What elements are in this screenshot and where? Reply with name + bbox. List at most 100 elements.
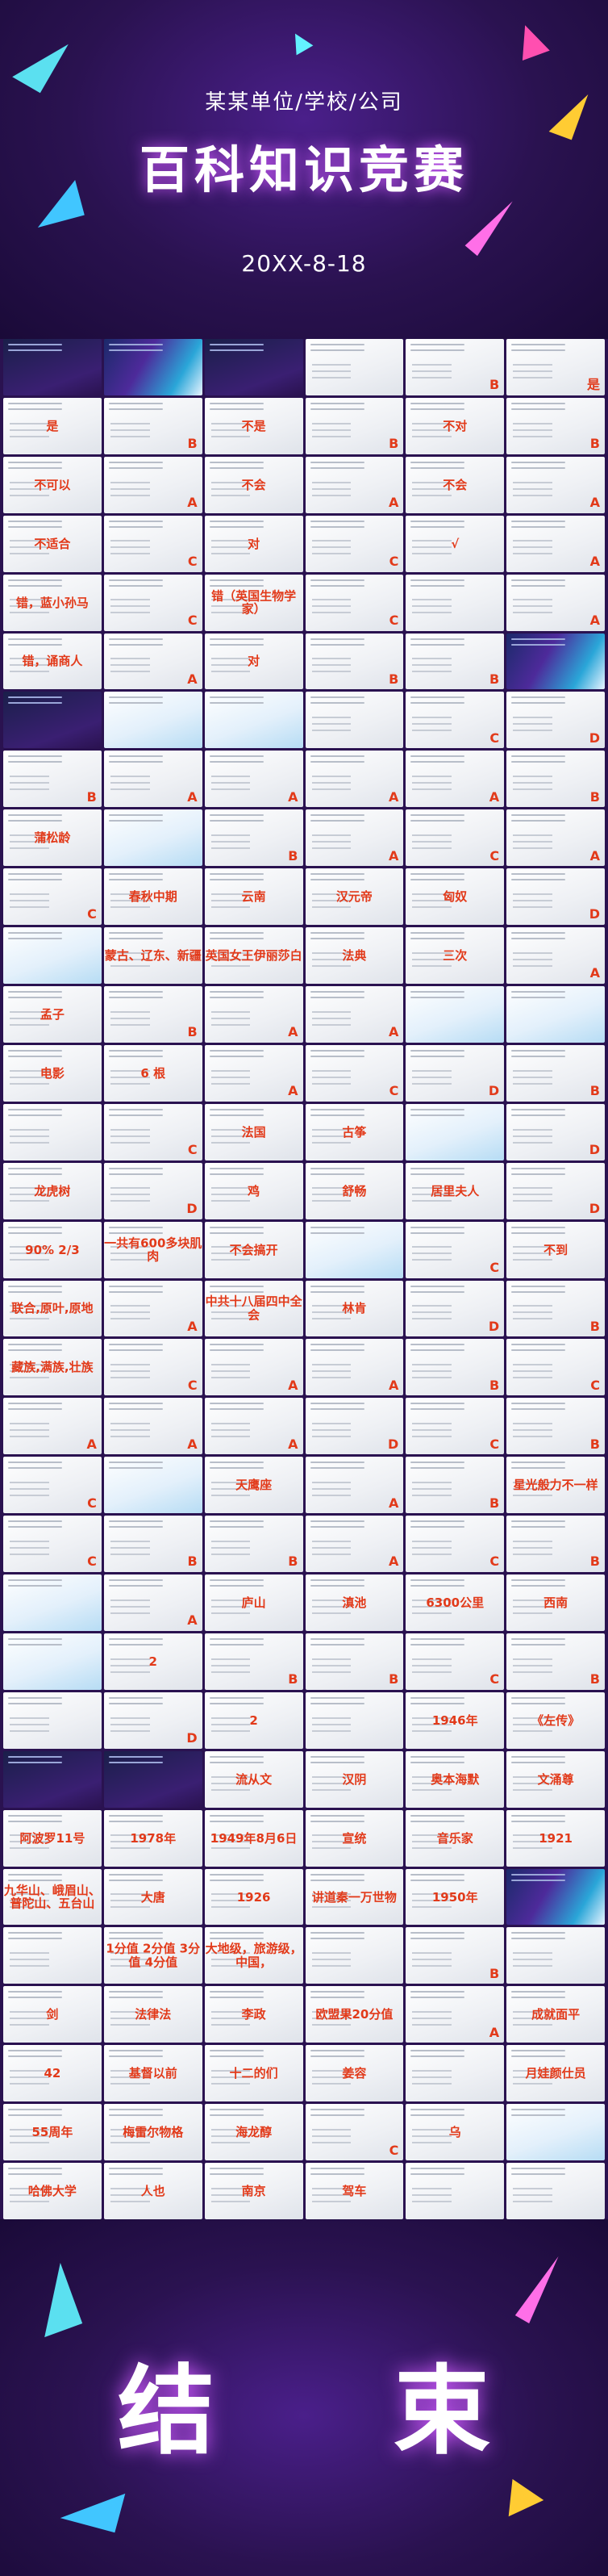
slide-thumbnail[interactable]: 龙虎树 [3, 1162, 102, 1219]
slide-thumbnail[interactable]: 1926 [204, 1868, 303, 1926]
slide-thumbnail[interactable]: D [506, 1103, 605, 1160]
slide-thumbnail[interactable]: 大唐 [103, 1868, 202, 1926]
slide-thumbnail[interactable]: A [305, 1457, 404, 1514]
slide-thumbnail[interactable]: 汉元帝 [305, 868, 404, 926]
slide-thumbnail[interactable]: D [506, 868, 605, 926]
slide-thumbnail[interactable]: 1921 [506, 1809, 605, 1867]
slide-thumbnail[interactable]: 三次 [406, 927, 505, 984]
slide-thumbnail[interactable]: A [305, 809, 404, 867]
slide-thumbnail[interactable]: 讲道秦一万世物 [305, 1868, 404, 1926]
slide-thumbnail[interactable] [506, 1927, 605, 1984]
slide-thumbnail[interactable]: A [305, 1339, 404, 1396]
slide-thumbnail[interactable] [3, 339, 102, 395]
slide-thumbnail[interactable]: √ [406, 515, 505, 572]
slide-thumbnail[interactable]: 电影 [3, 1044, 102, 1102]
slide-thumbnail[interactable]: 1950年 [406, 1868, 505, 1926]
slide-thumbnail[interactable]: 鸡 [204, 1162, 303, 1219]
slide-thumbnail[interactable]: B [3, 751, 102, 808]
slide-thumbnail[interactable]: D [103, 1162, 202, 1219]
slide-thumbnail[interactable]: C [103, 1339, 202, 1396]
slide-thumbnail[interactable]: A [204, 985, 303, 1043]
slide-thumbnail[interactable]: C [103, 515, 202, 572]
slide-thumbnail[interactable]: B [406, 633, 505, 690]
slide-thumbnail[interactable] [103, 1750, 202, 1808]
slide-thumbnail[interactable]: 一共有600多块肌肉 [103, 1221, 202, 1278]
slide-thumbnail[interactable]: A [406, 1986, 505, 2043]
slide-thumbnail[interactable]: A [506, 456, 605, 513]
slide-thumbnail[interactable]: 对 [204, 633, 303, 690]
slide-thumbnail[interactable] [506, 633, 605, 690]
slide-thumbnail[interactable]: B [406, 1927, 505, 1984]
slide-thumbnail[interactable]: B [406, 1339, 505, 1396]
slide-thumbnail[interactable]: C [305, 574, 404, 631]
slide-thumbnail[interactable]: 云南 [204, 868, 303, 926]
slide-thumbnail[interactable]: 汉阴 [305, 1750, 404, 1808]
slide-thumbnail[interactable]: 藏族,满族,壮族 [3, 1339, 102, 1396]
slide-thumbnail[interactable]: A [103, 633, 202, 690]
slide-thumbnail[interactable]: A [103, 1398, 202, 1455]
slide-thumbnail[interactable]: 6300公里 [406, 1574, 505, 1631]
slide-thumbnail[interactable]: D [506, 692, 605, 749]
slide-thumbnail[interactable]: D [103, 1692, 202, 1749]
slide-thumbnail[interactable]: 法国 [204, 1103, 303, 1160]
slide-thumbnail[interactable]: 错（英国生物学家） [204, 574, 303, 631]
slide-thumbnail[interactable]: A [103, 1280, 202, 1337]
slide-thumbnail[interactable]: C [406, 1633, 505, 1690]
slide-thumbnail[interactable]: 对 [204, 515, 303, 572]
slide-thumbnail[interactable] [305, 1221, 404, 1278]
slide-thumbnail[interactable]: 1978年 [103, 1809, 202, 1867]
slide-thumbnail[interactable]: 2 [103, 1633, 202, 1690]
slide-thumbnail[interactable]: A [305, 1516, 404, 1573]
slide-thumbnail[interactable]: B [204, 809, 303, 867]
slide-thumbnail[interactable] [204, 692, 303, 749]
slide-thumbnail[interactable]: 星光般力不一样 [506, 1457, 605, 1514]
slide-thumbnail[interactable] [506, 985, 605, 1043]
slide-thumbnail[interactable]: A [103, 456, 202, 513]
slide-thumbnail[interactable]: 宣统 [305, 1809, 404, 1867]
slide-thumbnail[interactable]: C [406, 692, 505, 749]
slide-thumbnail[interactable] [406, 985, 505, 1043]
slide-thumbnail[interactable]: 音乐家 [406, 1809, 505, 1867]
slide-thumbnail[interactable]: 春秋中期 [103, 868, 202, 926]
slide-thumbnail[interactable]: 林肯 [305, 1280, 404, 1337]
slide-thumbnail[interactable]: 大地级，旅游级，中国， [204, 1927, 303, 1984]
slide-thumbnail[interactable]: A [506, 574, 605, 631]
slide-thumbnail[interactable]: C [305, 2104, 404, 2161]
slide-thumbnail[interactable]: C [103, 574, 202, 631]
slide-thumbnail[interactable]: A [103, 751, 202, 808]
slide-thumbnail[interactable]: 42 [3, 2045, 102, 2102]
slide-thumbnail[interactable]: C [3, 868, 102, 926]
slide-thumbnail[interactable]: B [506, 1398, 605, 1455]
slide-thumbnail[interactable] [3, 1692, 102, 1749]
slide-thumbnail[interactable]: 天鹰座 [204, 1457, 303, 1514]
slide-thumbnail[interactable] [3, 1750, 102, 1808]
slide-thumbnail[interactable]: 姜容 [305, 2045, 404, 2102]
slide-thumbnail[interactable] [305, 339, 404, 395]
slide-thumbnail[interactable]: A [103, 1574, 202, 1631]
slide-thumbnail[interactable]: 法典 [305, 927, 404, 984]
slide-thumbnail[interactable]: B [506, 1516, 605, 1573]
slide-thumbnail[interactable]: D [305, 1398, 404, 1455]
slide-thumbnail[interactable]: B [305, 1633, 404, 1690]
slide-thumbnail[interactable]: 蒲松龄 [3, 809, 102, 867]
slide-thumbnail[interactable]: B [103, 1516, 202, 1573]
slide-thumbnail[interactable]: 孟子 [3, 985, 102, 1043]
slide-thumbnail[interactable]: 阿波罗11号 [3, 1809, 102, 1867]
slide-thumbnail[interactable]: B [305, 633, 404, 690]
slide-thumbnail[interactable] [3, 692, 102, 749]
slide-thumbnail[interactable] [3, 927, 102, 984]
slide-thumbnail[interactable]: 欧盟果20分值 [305, 1986, 404, 2043]
slide-thumbnail[interactable] [406, 2163, 505, 2219]
slide-thumbnail[interactable]: 舒畅 [305, 1162, 404, 1219]
slide-thumbnail[interactable]: 匈奴 [406, 868, 505, 926]
slide-thumbnail[interactable]: 滇池 [305, 1574, 404, 1631]
slide-thumbnail[interactable]: B [103, 985, 202, 1043]
slide-thumbnail[interactable]: 不适合 [3, 515, 102, 572]
slide-thumbnail[interactable]: 基督以前 [103, 2045, 202, 2102]
slide-thumbnail[interactable]: B [506, 1633, 605, 1690]
slide-thumbnail[interactable]: 西南 [506, 1574, 605, 1631]
slide-thumbnail[interactable]: A [406, 751, 505, 808]
slide-thumbnail[interactable] [204, 339, 303, 395]
slide-thumbnail[interactable]: 不会搞开 [204, 1221, 303, 1278]
slide-thumbnail[interactable]: B [204, 1516, 303, 1573]
